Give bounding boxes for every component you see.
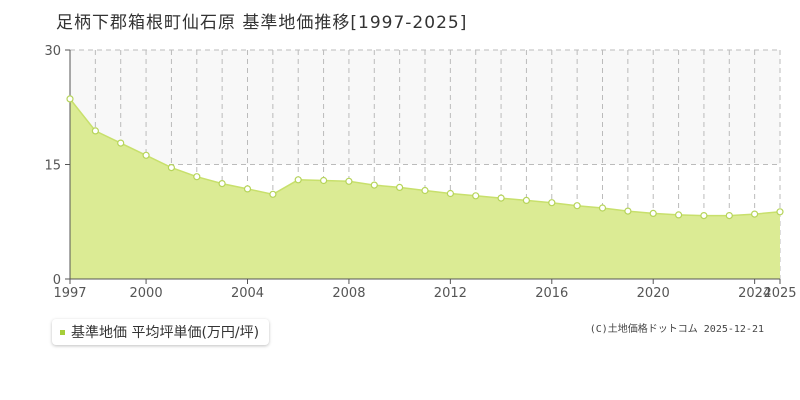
data-point <box>472 192 480 200</box>
y-tick-label: 30 <box>44 44 61 59</box>
legend: 基準地価 平均坪単価(万円/坪) <box>52 319 270 345</box>
copyright-text: (C)土地価格ドットコム 2025-12-21 <box>589 324 764 335</box>
x-tick-label: 1997 <box>53 286 86 301</box>
data-point <box>446 189 454 198</box>
chart-title: 足柄下郡箱根町仙石原 基準地価推移[1997-2025] <box>56 13 468 33</box>
data-point <box>193 173 201 181</box>
series-area <box>70 98 780 280</box>
x-tick-label: 2020 <box>637 286 670 301</box>
x-tick-label: 2024 <box>738 286 771 301</box>
data-point <box>598 204 607 212</box>
legend-swatch <box>60 329 65 335</box>
data-point <box>776 208 784 216</box>
x-tick-label: 2000 <box>130 286 163 301</box>
data-point <box>66 95 74 103</box>
x-tick-label: 2004 <box>231 286 264 301</box>
data-point <box>320 176 328 185</box>
data-point <box>725 212 733 220</box>
data-point <box>522 196 531 204</box>
y-tick-label: 15 <box>44 159 61 174</box>
data-point <box>750 210 759 218</box>
x-tick-label: 2025 <box>763 286 796 301</box>
data-point <box>167 164 175 172</box>
data-point <box>91 127 100 135</box>
data-point <box>243 185 252 193</box>
data-point <box>624 207 632 215</box>
data-point <box>294 176 302 184</box>
data-point <box>421 186 429 195</box>
data-point <box>269 190 277 198</box>
x-tick-label: 2012 <box>434 286 467 301</box>
data-point <box>573 202 581 210</box>
data-point <box>649 209 657 217</box>
data-point <box>497 194 505 202</box>
data-point <box>674 211 683 219</box>
y-tick-label: 0 <box>53 273 61 288</box>
data-point <box>142 151 150 159</box>
data-point <box>117 139 125 147</box>
data-point <box>345 177 353 185</box>
data-point <box>218 180 226 188</box>
data-point <box>370 181 378 189</box>
x-tick-label: 2008 <box>332 286 365 301</box>
data-point <box>396 183 404 191</box>
data-point <box>700 212 708 220</box>
legend-label: 基準地価 平均坪単価(万円/坪) <box>71 325 260 341</box>
x-tick-label: 2016 <box>535 286 568 301</box>
data-point <box>548 199 556 207</box>
